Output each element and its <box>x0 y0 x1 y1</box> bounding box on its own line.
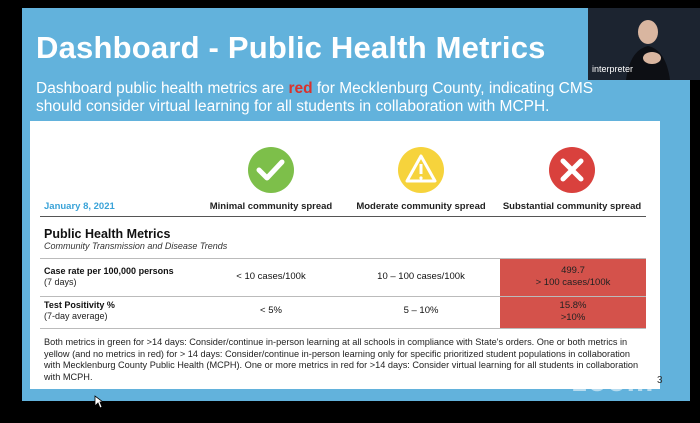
metric-detail: (7-day average) <box>44 311 108 321</box>
substantial-threshold: >10% <box>560 312 586 323</box>
column-header: Substantial community spread <box>502 201 642 212</box>
row-rule <box>40 296 646 297</box>
column-header: Minimal community spread <box>209 201 333 212</box>
x-mark <box>560 158 584 182</box>
header-rule <box>40 216 646 217</box>
head <box>638 20 658 44</box>
metric-name: Test Positivity % <box>44 300 115 310</box>
watermark: zoom <box>572 365 655 398</box>
subtitle-highlight: red <box>288 80 313 97</box>
moderate-cell: 5 – 10% <box>403 305 439 316</box>
substantial-cell <box>500 259 646 296</box>
substantial-cell <box>500 297 646 328</box>
participant-name: interpreter <box>592 64 634 74</box>
warning-dot <box>419 176 423 180</box>
subtitle-text: for Mecklenburg County, indicating CMS s… <box>36 80 594 115</box>
slide-title: Dashboard - Public Health Metrics <box>36 30 546 65</box>
green-icon <box>248 147 294 193</box>
hands <box>643 52 661 64</box>
mouse-cursor <box>94 395 104 409</box>
section-title: Public Health Metrics <box>44 227 171 241</box>
subtitle-text: Dashboard public health metrics are <box>36 80 289 97</box>
substantial-value: 499.7 <box>561 265 585 276</box>
page-number: 3 <box>657 375 663 386</box>
row-rule <box>40 258 646 259</box>
row-rule <box>40 328 646 329</box>
minimal-cell: < 5% <box>260 305 282 316</box>
slide-subtitle: Dashboard public health metrics are red … <box>36 80 596 116</box>
footer-note: Both metrics in green for >14 days: Cons… <box>44 337 639 382</box>
metric-detail: (7 days) <box>44 277 77 287</box>
check-mark <box>256 159 285 181</box>
moderate-cell: 10 – 100 cases/100k <box>377 271 465 282</box>
section-subtitle: Community Transmission and Disease Trend… <box>44 241 228 251</box>
date: January 8, 2021 <box>44 201 115 212</box>
substantial-threshold: > 100 cases/100k <box>535 277 611 288</box>
column-header: Moderate community spread <box>356 201 486 212</box>
warning-triangle <box>405 154 437 183</box>
metric-name: Case rate per 100,000 persons <box>44 266 174 276</box>
cursor-arrow <box>94 395 104 409</box>
substantial-value: 15.8% <box>559 300 587 311</box>
participant-video[interactable] <box>588 8 700 80</box>
minimal-cell: < 10 cases/100k <box>236 271 306 282</box>
video-figure <box>626 20 670 80</box>
